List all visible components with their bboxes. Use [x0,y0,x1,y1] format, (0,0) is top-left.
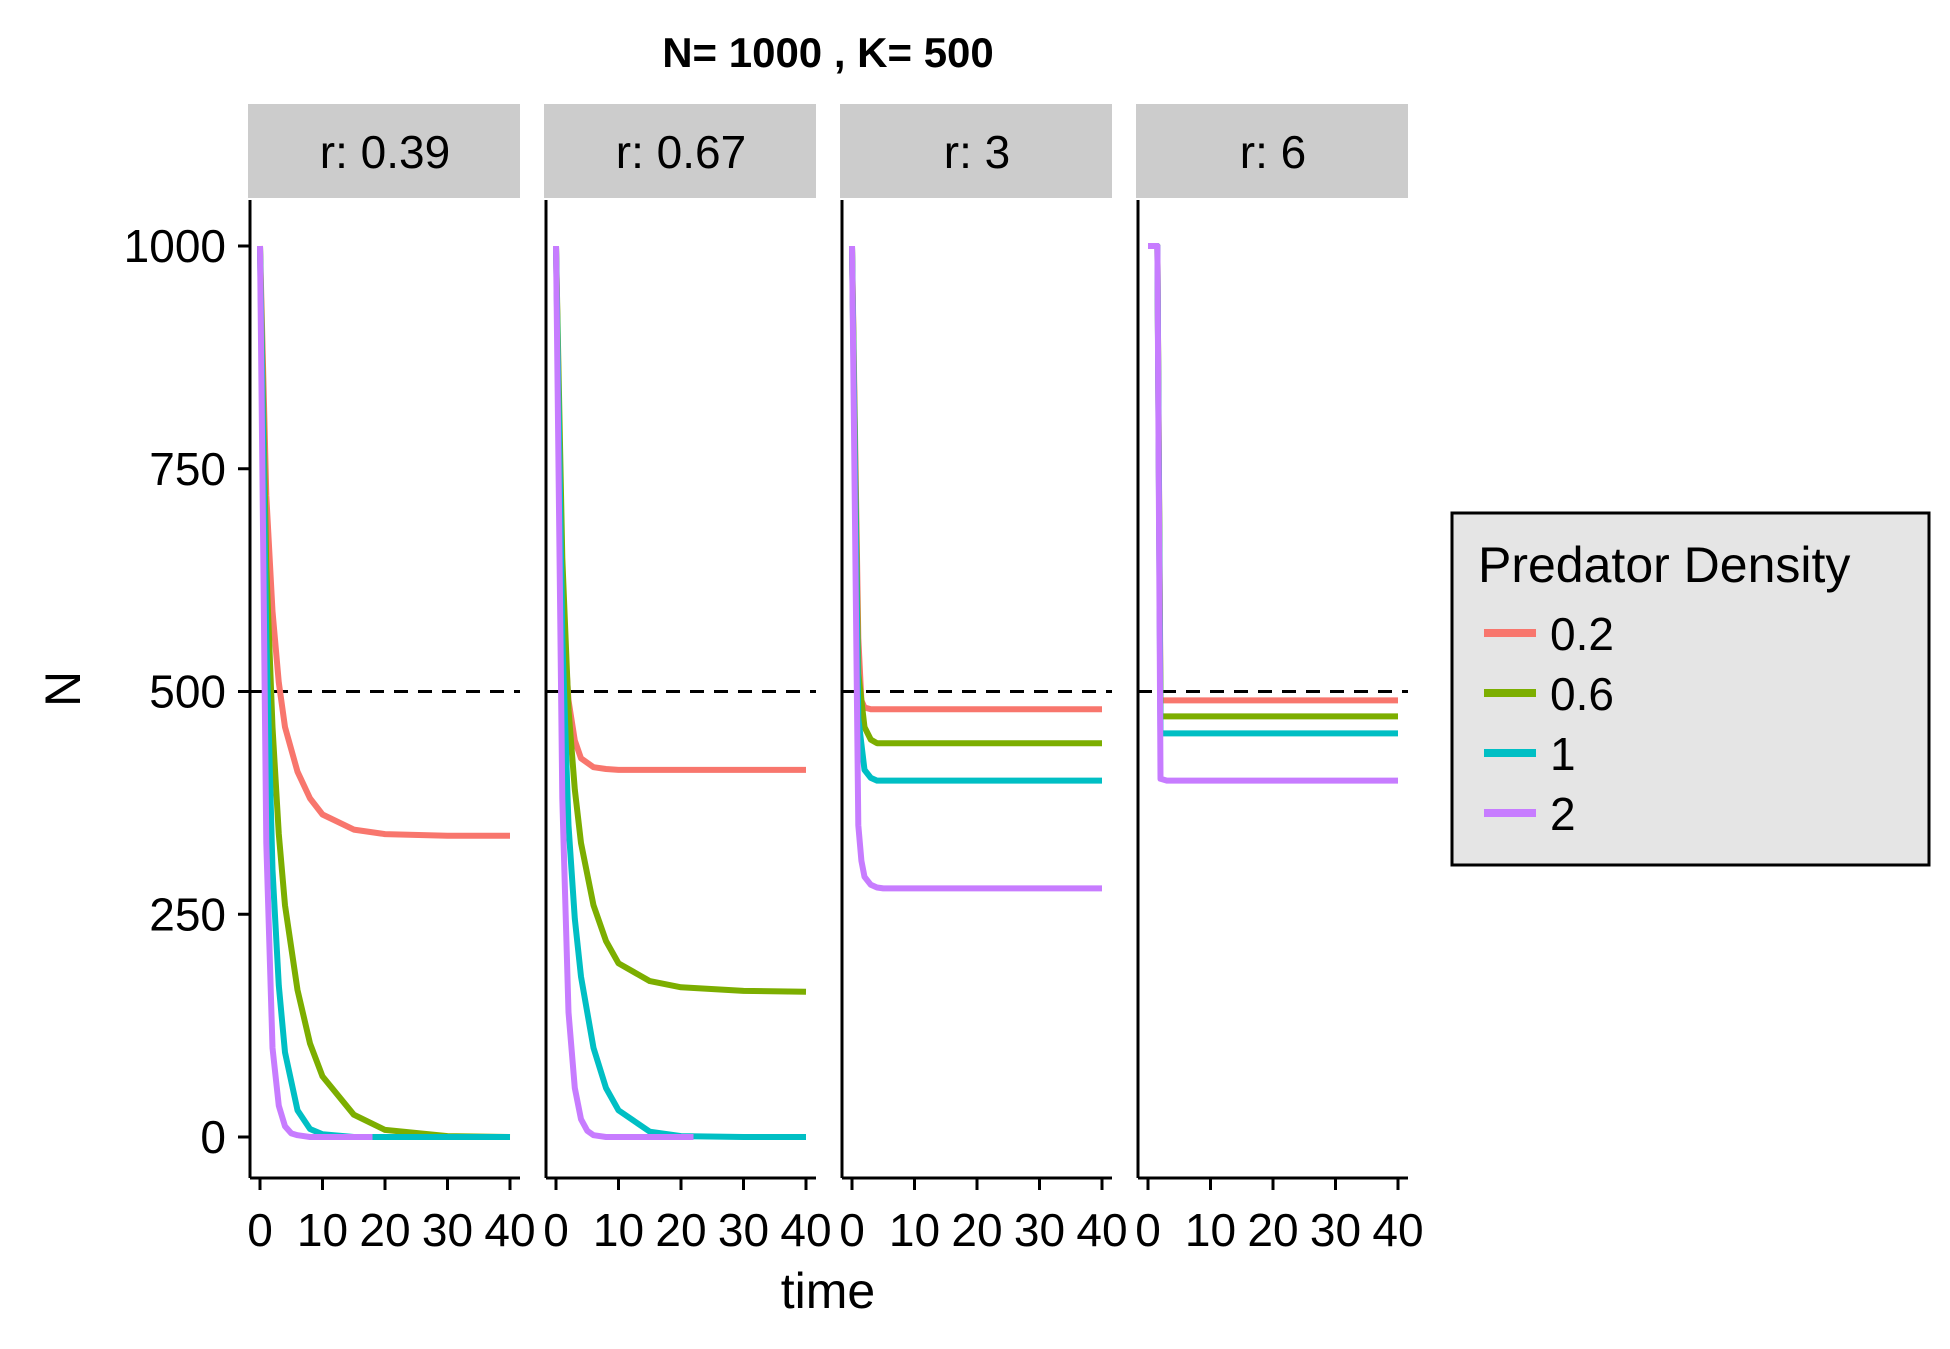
x-tick-label: 30 [1310,1204,1361,1256]
x-tick-label: 0 [247,1204,273,1256]
facet-strip-label: r: 0.39 [320,126,450,178]
x-tick-label: 20 [655,1204,706,1256]
series-line-2 [257,245,373,1140]
x-tick-label: 10 [889,1204,940,1256]
chart-title: N= 1000 , K= 500 [662,29,994,76]
x-tick-label: 20 [359,1204,410,1256]
x-tick-label: 10 [297,1204,348,1256]
y-tick-label: 1000 [124,220,226,272]
x-tick-label: 40 [780,1204,831,1256]
series-line-1 [849,245,1102,784]
x-tick-label: 30 [1014,1204,1065,1256]
y-tick-label: 750 [149,443,226,495]
x-tick-label: 0 [1135,1204,1161,1256]
series-line-1 [1148,243,1398,737]
panel-3: r: 3 0 10 20 30 40 [839,104,1128,1256]
facet-strip [248,104,520,198]
series-line-0-6 [257,245,511,1140]
series-line-0-6 [849,245,1102,747]
facet-strip [544,104,816,198]
y-tick-label: 250 [149,888,226,940]
series-line-0-2 [257,245,510,839]
legend-title: Predator Density [1478,537,1850,593]
x-tick-label: 40 [1372,1204,1423,1256]
legend-item-label: 1 [1550,728,1576,780]
x-tick-label: 40 [1076,1204,1127,1256]
facet-strip [1136,104,1408,198]
facet-strip-label: r: 3 [944,126,1010,178]
series-line-2 [1148,243,1398,784]
y-tick-label: 500 [149,666,226,718]
facet-strip [840,104,1112,198]
series-line-0-6 [1148,243,1398,720]
y-axis-label: N [35,671,91,707]
series-line-0-2 [1148,243,1398,704]
series-line-0-6 [553,245,807,995]
legend-item-label: 0.6 [1550,668,1614,720]
x-axis-label: time [781,1263,875,1319]
panel-4: r: 6 0 10 20 30 40 [1135,104,1424,1256]
x-tick-label: 20 [1247,1204,1298,1256]
legend-item-label: 2 [1550,788,1576,840]
facet-strip-label: r: 0.67 [616,126,746,178]
legend-items: 0.2 0.6 1 2 [1484,608,1614,840]
panel-1: r: 0.39 0 10 20 30 40 0 250 500 750 1000 [124,104,536,1256]
facet-strip-label: r: 6 [1240,126,1306,178]
x-tick-label: 0 [839,1204,865,1256]
x-tick-label: 20 [951,1204,1002,1256]
x-tick-label: 0 [543,1204,569,1256]
x-tick-label: 40 [484,1204,535,1256]
x-tick-label: 30 [422,1204,473,1256]
x-tick-label: 10 [593,1204,644,1256]
x-tick-label: 30 [718,1204,769,1256]
series-line-2 [553,245,694,1140]
y-tick-label: 0 [200,1111,226,1163]
legend: Predator Density 0.2 0.6 1 2 [1450,511,1931,867]
panel-2: r: 0.67 0 10 20 30 40 [543,104,832,1256]
series-line-2 [849,245,1102,892]
series-line-0-2 [849,245,1102,713]
x-tick-label: 10 [1185,1204,1236,1256]
legend-item-label: 0.2 [1550,608,1614,660]
